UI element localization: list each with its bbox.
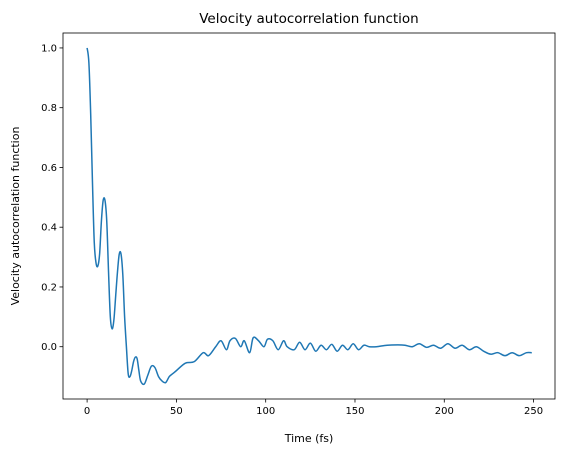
y-tick-label: 0.2 <box>41 282 57 293</box>
ticks-layer: 0 50 100 150 200 250 0.0 0.2 0.4 0.6 0.8 1.0 <box>41 43 543 417</box>
y-tick-label: 1.0 <box>41 43 57 54</box>
plot-frame <box>62 32 556 400</box>
x-tick-label: 150 <box>345 406 364 417</box>
y-tick-label: 0.4 <box>41 223 57 234</box>
y-tick-label: 0.0 <box>41 342 57 353</box>
x-tick-label: 0 <box>84 406 90 417</box>
x-tick-label: 200 <box>435 406 454 417</box>
x-tick-label: 50 <box>170 406 183 417</box>
y-tick-label: 0.6 <box>41 163 57 174</box>
series-layer <box>86 47 532 386</box>
x-axis-label: Time (fs) <box>284 432 334 445</box>
x-tick-label: 100 <box>256 406 275 417</box>
series-line <box>86 47 532 386</box>
y-tick-label: 0.8 <box>41 103 57 114</box>
x-tick-label: 250 <box>524 406 543 417</box>
chart-title: Velocity autocorrelation function <box>199 11 419 27</box>
y-axis-label: Velocity autocorrelation function <box>9 127 22 306</box>
